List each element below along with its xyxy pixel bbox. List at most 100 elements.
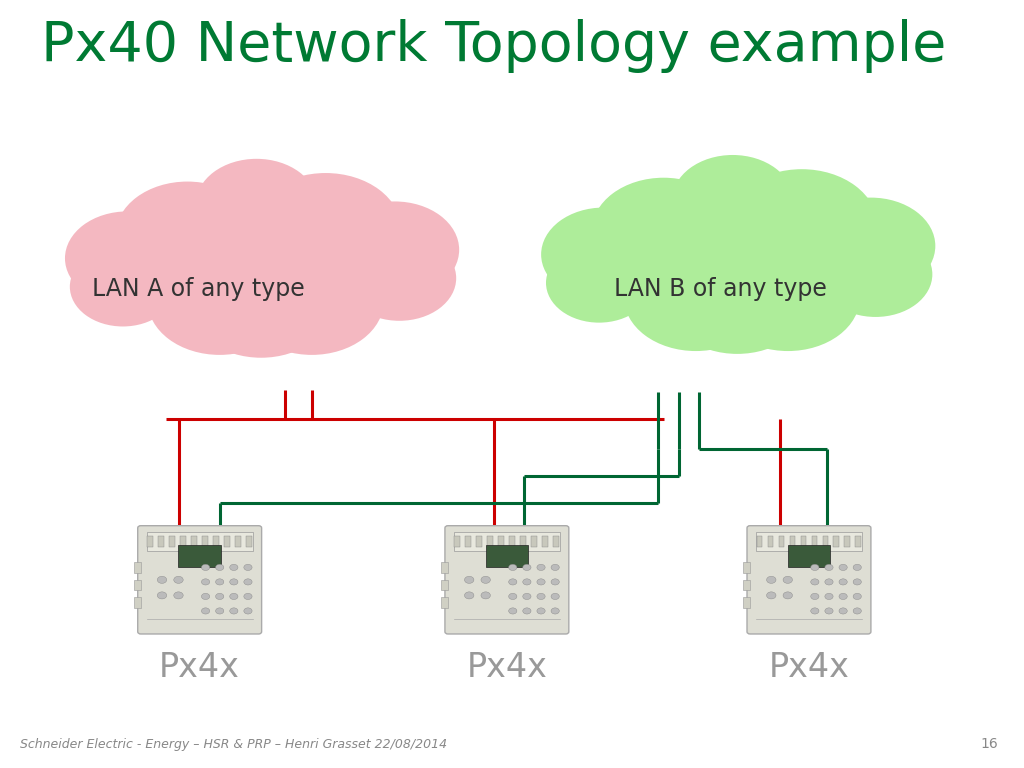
Circle shape <box>825 607 834 614</box>
Bar <box>509 536 515 547</box>
Bar <box>531 536 538 547</box>
Bar <box>134 562 141 573</box>
Bar <box>134 580 141 591</box>
Circle shape <box>509 564 517 571</box>
Bar <box>834 536 840 547</box>
Circle shape <box>537 607 545 614</box>
Bar <box>441 598 449 607</box>
Bar <box>236 536 241 547</box>
FancyBboxPatch shape <box>444 525 569 634</box>
Bar <box>454 532 560 551</box>
Circle shape <box>229 579 238 585</box>
Circle shape <box>244 564 252 571</box>
Circle shape <box>174 592 183 599</box>
Bar <box>822 536 828 547</box>
Circle shape <box>551 564 559 571</box>
Bar <box>147 536 154 547</box>
Circle shape <box>244 594 252 600</box>
Text: LAN A of any type: LAN A of any type <box>92 276 305 301</box>
Circle shape <box>811 564 819 571</box>
Circle shape <box>216 594 224 600</box>
Circle shape <box>537 579 545 585</box>
Bar <box>441 580 449 591</box>
Circle shape <box>523 607 531 614</box>
Circle shape <box>202 607 210 614</box>
Circle shape <box>767 576 776 584</box>
Circle shape <box>523 579 531 585</box>
Bar <box>778 536 784 547</box>
Bar <box>213 536 219 547</box>
Bar <box>743 580 750 591</box>
Bar <box>756 532 862 551</box>
Circle shape <box>783 592 793 599</box>
Bar <box>553 536 559 547</box>
Circle shape <box>551 579 559 585</box>
Bar <box>487 536 494 547</box>
Bar <box>801 536 807 547</box>
Circle shape <box>229 594 238 600</box>
Bar <box>202 536 208 547</box>
Circle shape <box>853 579 861 585</box>
Bar <box>178 545 221 568</box>
Circle shape <box>509 594 517 600</box>
Circle shape <box>811 607 819 614</box>
Circle shape <box>825 594 834 600</box>
Bar <box>191 536 198 547</box>
Text: Px4x: Px4x <box>467 651 547 684</box>
Circle shape <box>216 607 224 614</box>
Circle shape <box>216 579 224 585</box>
Text: Schneider Electric - Energy – HSR & PRP – Henri Grasset 22/08/2014: Schneider Electric - Energy – HSR & PRP … <box>20 738 447 751</box>
Circle shape <box>216 564 224 571</box>
Circle shape <box>465 592 474 599</box>
Circle shape <box>229 564 238 571</box>
Circle shape <box>465 576 474 584</box>
Bar <box>441 562 449 573</box>
Circle shape <box>537 594 545 600</box>
Circle shape <box>839 579 847 585</box>
Circle shape <box>481 592 490 599</box>
Circle shape <box>202 564 210 571</box>
Bar <box>224 536 230 547</box>
Circle shape <box>839 564 847 571</box>
Bar <box>146 532 253 551</box>
Text: Px4x: Px4x <box>160 651 240 684</box>
Bar <box>845 536 850 547</box>
Circle shape <box>229 607 238 614</box>
Bar <box>757 536 763 547</box>
Circle shape <box>783 576 793 584</box>
Circle shape <box>853 564 861 571</box>
Circle shape <box>853 594 861 600</box>
Bar <box>476 536 482 547</box>
Bar <box>787 545 830 568</box>
Circle shape <box>551 607 559 614</box>
Circle shape <box>244 579 252 585</box>
Bar <box>455 536 461 547</box>
Circle shape <box>244 607 252 614</box>
Circle shape <box>551 594 559 600</box>
Circle shape <box>839 607 847 614</box>
Circle shape <box>825 564 834 571</box>
Bar <box>180 536 186 547</box>
Circle shape <box>811 579 819 585</box>
Bar <box>543 536 548 547</box>
Text: LAN B of any type: LAN B of any type <box>614 276 827 301</box>
Bar <box>246 536 252 547</box>
Bar <box>811 536 817 547</box>
Bar <box>520 536 526 547</box>
Circle shape <box>825 579 834 585</box>
Bar <box>134 598 141 607</box>
Bar <box>743 598 750 607</box>
Bar <box>855 536 861 547</box>
Bar <box>743 562 750 573</box>
Bar <box>768 536 773 547</box>
Circle shape <box>767 592 776 599</box>
Bar <box>485 545 528 568</box>
Text: Px4x: Px4x <box>769 651 849 684</box>
Bar <box>159 536 164 547</box>
Bar <box>466 536 471 547</box>
FancyBboxPatch shape <box>748 525 870 634</box>
Circle shape <box>202 579 210 585</box>
Circle shape <box>158 576 167 584</box>
FancyBboxPatch shape <box>137 525 262 634</box>
Bar <box>169 536 175 547</box>
